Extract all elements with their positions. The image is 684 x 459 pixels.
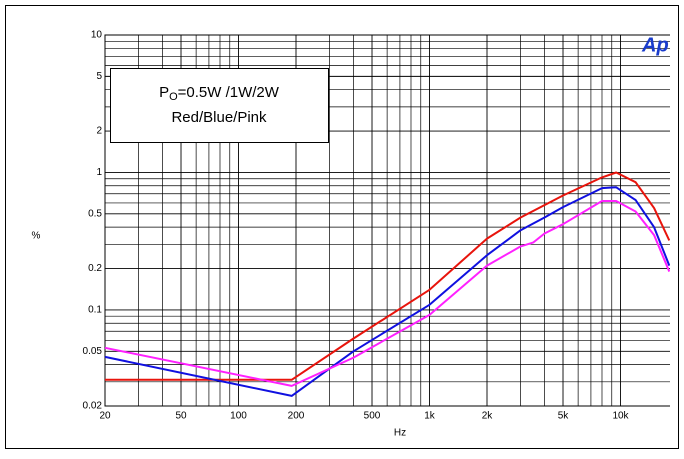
y-tick-label: 1	[96, 167, 102, 178]
plot: 20 50 100 200 500 1k 2k 5k 10k 20k 0.02 0.05 0.1 0.2 0…	[83, 30, 684, 422]
y-tick-label: 2	[96, 126, 102, 137]
series-line	[104, 200, 670, 387]
x-tick-label: 500	[364, 411, 381, 422]
x-axis-label: Hz	[394, 428, 406, 439]
x-tick-label: 20	[99, 411, 111, 422]
y-tick-label: 0.5	[88, 208, 102, 219]
y-tick-label: 10	[91, 30, 103, 41]
annotation-part: O	[169, 91, 178, 103]
y-tick-label: 0.05	[83, 346, 103, 357]
x-tick-label: 20k	[670, 411, 684, 422]
x-tick-label: 50	[175, 411, 187, 422]
annotation-part: =0.5W /1W/2W	[178, 84, 280, 101]
x-tick-label: 100	[230, 411, 247, 422]
logo: Ap	[641, 34, 669, 56]
y-tick-label: 0.2	[88, 263, 102, 274]
x-tick-label: 10k	[612, 411, 629, 422]
x-tick-label: 2k	[482, 411, 494, 422]
series-line	[105, 171, 670, 381]
annotation-line: PO=0.5W /1W/2W	[159, 84, 280, 103]
x-tick-label: 200	[288, 411, 305, 422]
annotation-box	[110, 68, 329, 143]
y-tick-label: 0.1	[88, 305, 102, 316]
y-tick-label: 5	[96, 71, 102, 82]
annotation-line: Red/Blue/Pink	[171, 109, 267, 126]
x-tick-label: 5k	[558, 411, 570, 422]
x-tick-label: 1k	[424, 411, 436, 422]
annotation-part: P	[159, 84, 169, 101]
y-axis-label: %	[32, 231, 41, 242]
plot-border	[104, 34, 670, 407]
series-line	[104, 186, 670, 397]
frame	[5, 5, 679, 449]
y-tick-label: 0.02	[83, 401, 103, 412]
